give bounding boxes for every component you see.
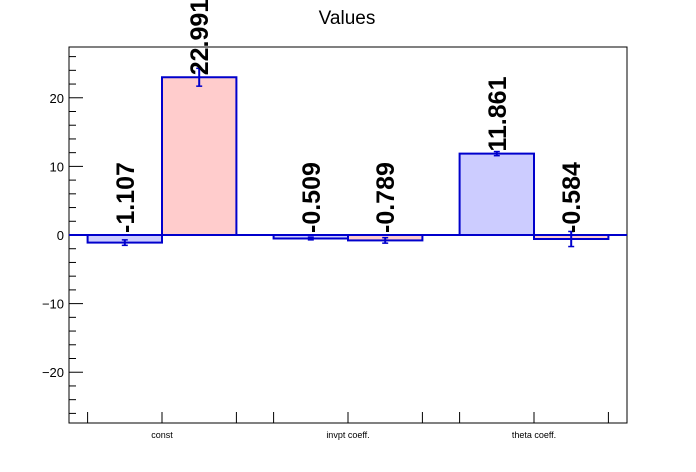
bar bbox=[458, 152, 536, 236]
x-category-label: const bbox=[151, 430, 173, 440]
y-tick-label: 0 bbox=[57, 228, 64, 243]
data-labels: -1.107 -0.509 11.861 22.991 -0.789 -0.584 bbox=[112, 0, 586, 233]
bars bbox=[86, 67, 610, 248]
y-axis: −20 −10 0 10 20 bbox=[42, 56, 83, 414]
y-tick-label: 10 bbox=[50, 159, 64, 174]
x-category-label: invpt coeff. bbox=[326, 430, 369, 440]
chart-title: Values bbox=[319, 8, 376, 29]
data-label: -0.789 bbox=[372, 162, 400, 233]
x-category-label: theta coeff. bbox=[512, 430, 556, 440]
y-tick-label: −10 bbox=[42, 297, 64, 312]
data-label: -0.584 bbox=[558, 162, 586, 233]
y-tick-label: −20 bbox=[42, 365, 64, 380]
bar bbox=[161, 76, 238, 237]
data-label: 11.861 bbox=[484, 76, 512, 151]
data-label: 22.991 bbox=[186, 0, 214, 75]
y-tick-label: 20 bbox=[50, 91, 64, 106]
data-label: -0.509 bbox=[298, 162, 326, 233]
data-label: -1.107 bbox=[112, 162, 140, 233]
x-axis: const invpt coeff. theta coeff. bbox=[87, 412, 609, 440]
